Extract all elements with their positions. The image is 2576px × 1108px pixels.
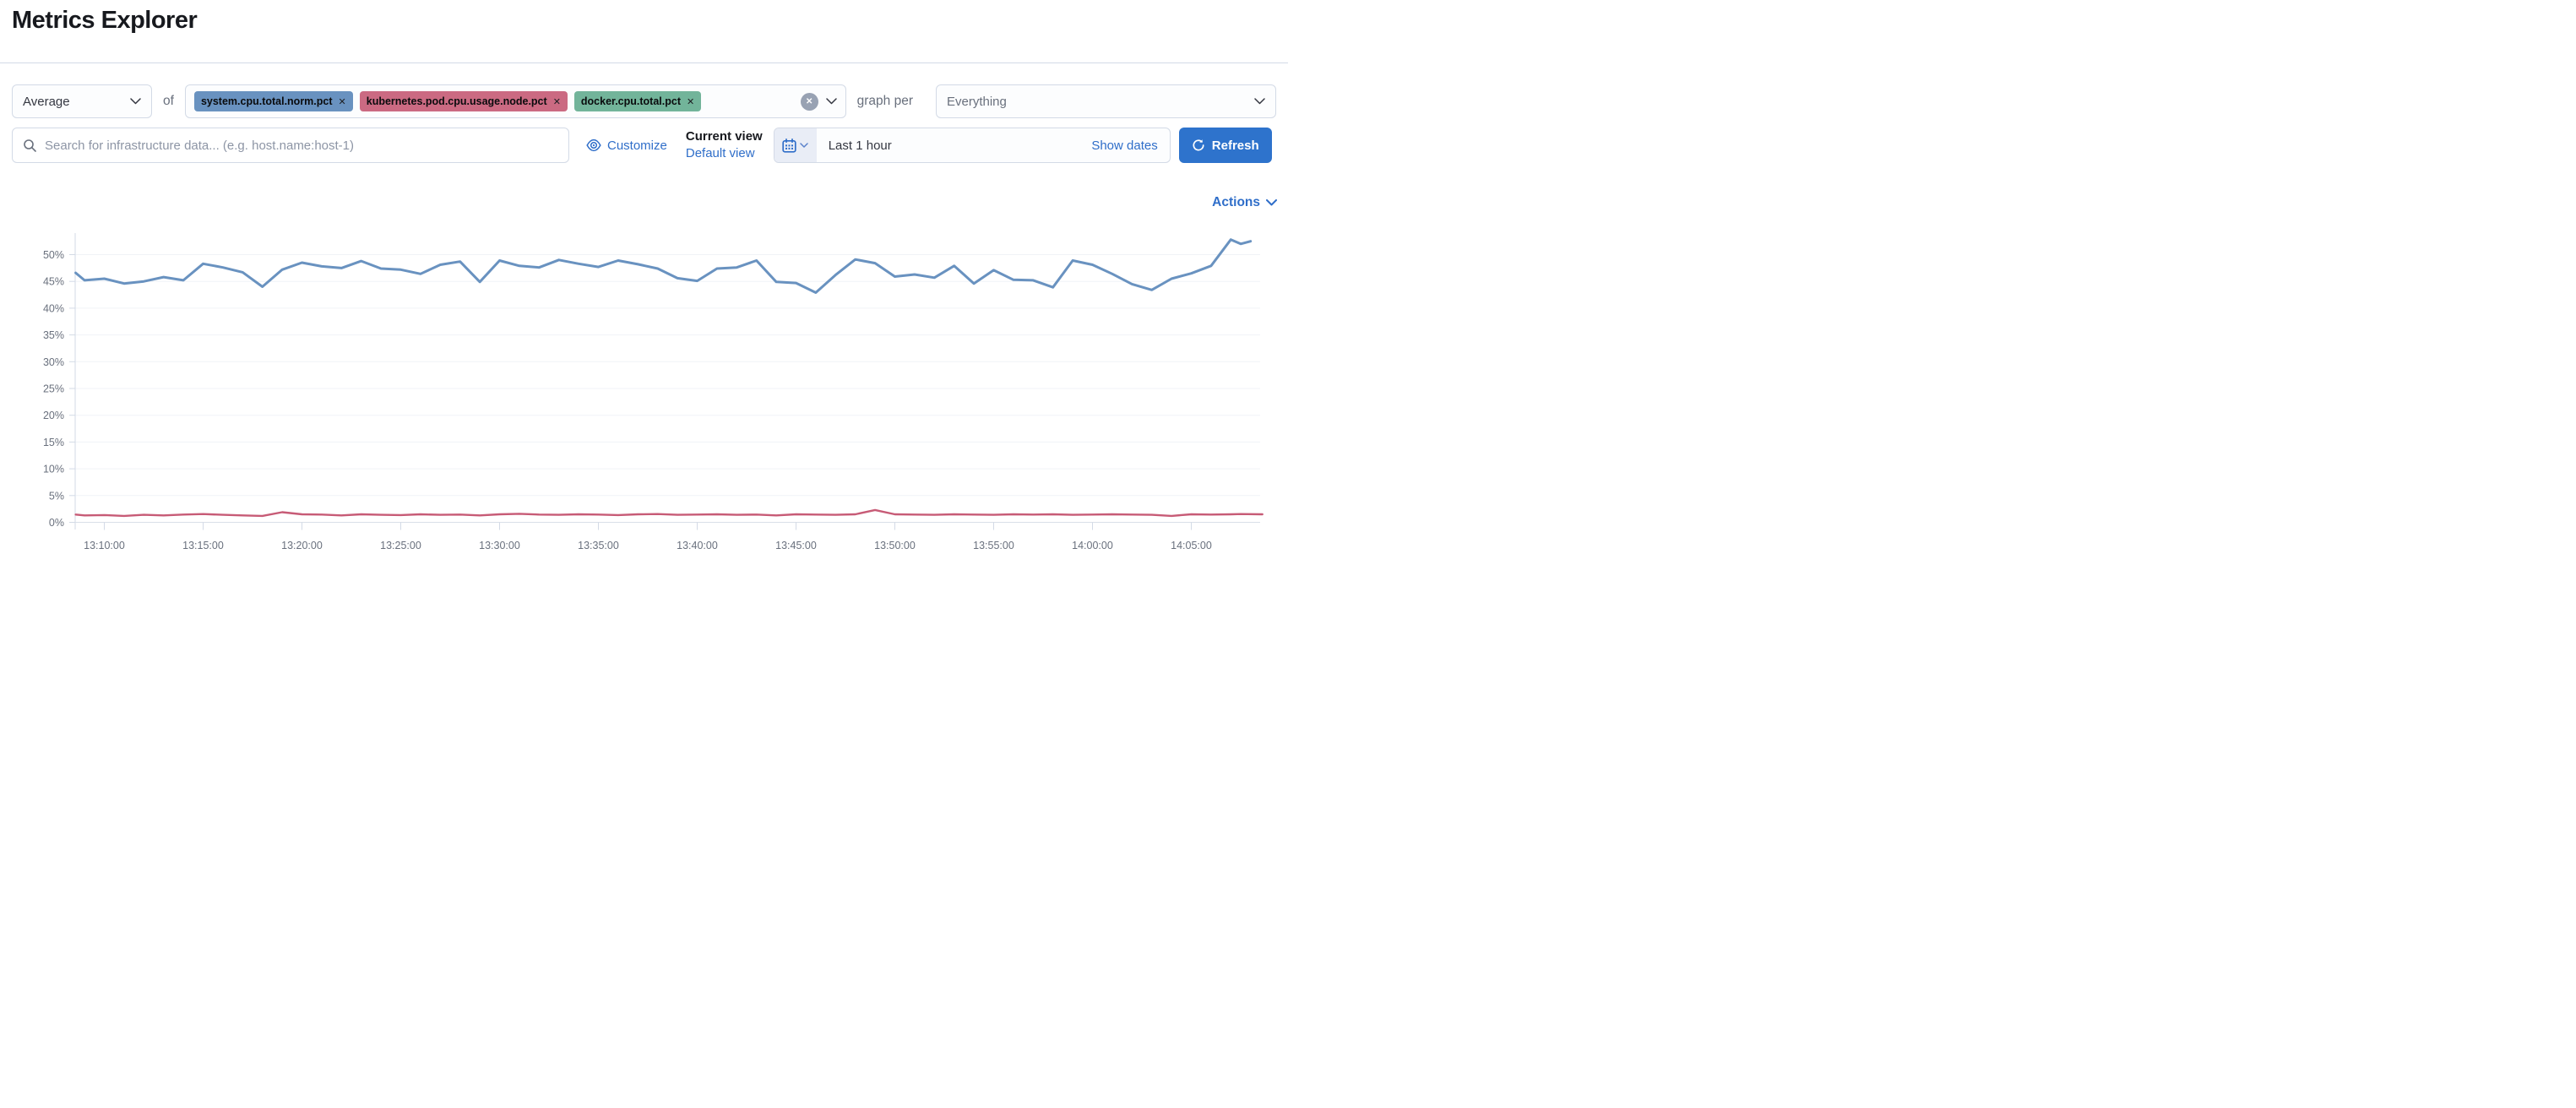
y-axis-tick-label: 35% (43, 329, 64, 341)
remove-metric-icon[interactable]: ✕ (338, 96, 346, 107)
header-divider (0, 62, 1288, 63)
x-axis-tick-label: 13:20:00 (281, 540, 323, 551)
customize-label: Customize (607, 138, 667, 153)
remove-metric-icon[interactable]: ✕ (552, 96, 561, 107)
x-axis-tick-label: 14:05:00 (1171, 540, 1212, 551)
chevron-down-icon (1266, 199, 1277, 206)
aggregation-value: Average (23, 94, 70, 109)
show-dates-button[interactable]: Show dates (1091, 138, 1158, 153)
actions-label: Actions (1212, 195, 1260, 209)
page-title: Metrics Explorer (12, 7, 198, 34)
calendar-icon (782, 138, 796, 153)
x-axis-tick-label: 13:25:00 (380, 540, 421, 551)
group-by-value: Everything (947, 94, 1007, 109)
eye-icon (586, 138, 601, 153)
graph-per-label: graph per (856, 94, 913, 108)
y-axis-tick-label: 10% (43, 464, 64, 475)
y-axis-tick-label: 30% (43, 356, 64, 368)
y-axis-tick-label: 40% (43, 302, 64, 314)
x-axis-tick-label: 13:30:00 (479, 540, 520, 551)
x-axis-tick-label: 13:45:00 (775, 540, 817, 551)
search-field[interactable] (12, 128, 569, 163)
refresh-button[interactable]: Refresh (1178, 128, 1272, 163)
metric-badge-label: kubernetes.pod.cpu.usage.node.pct (366, 95, 547, 107)
chevron-down-icon (800, 143, 808, 148)
chevron-down-icon (1254, 98, 1265, 105)
remove-metric-icon[interactable]: ✕ (687, 96, 695, 107)
y-axis-tick-label: 15% (43, 437, 64, 448)
search-toolbar: Customize Current view Default view (12, 128, 1276, 163)
y-axis-tick-label: 50% (43, 249, 64, 261)
chevron-down-icon (130, 98, 141, 105)
of-label: of (163, 94, 174, 108)
metric-badge-label: system.cpu.total.norm.pct (200, 95, 333, 107)
view-switcher: Current view Default view (686, 128, 763, 162)
group-by-select[interactable]: Everything (936, 84, 1276, 118)
metrics-chart[interactable]: 0% 5% 10% 15% 20% 25% 30% 35% 40% 45% 50% 13:10:00 1… (12, 228, 1276, 554)
metric-badge[interactable]: docker.cpu.total.pct ✕ (573, 91, 702, 111)
time-range-value[interactable]: Last 1 hour (828, 138, 892, 153)
series-line (74, 238, 1253, 294)
x-axis-tick-label: 13:35:00 (578, 540, 619, 551)
refresh-label: Refresh (1211, 138, 1259, 153)
y-axis-tick-label: 20% (43, 410, 64, 421)
search-icon (23, 138, 37, 153)
y-axis-tick-label: 45% (43, 276, 64, 288)
x-axis-tick-label: 14:00:00 (1072, 540, 1113, 551)
chevron-down-icon[interactable] (825, 98, 837, 105)
metric-badge[interactable]: kubernetes.pod.cpu.usage.node.pct ✕ (359, 91, 568, 111)
x-axis-tick-label: 13:50:00 (874, 540, 916, 551)
x-axis-tick-label: 13:15:00 (182, 540, 224, 551)
series-line (74, 508, 1264, 518)
y-axis-tick-label: 25% (43, 383, 64, 395)
aggregation-select[interactable]: Average (12, 84, 152, 118)
metric-badge[interactable]: system.cpu.total.norm.pct ✕ (193, 91, 353, 111)
chart-actions-menu[interactable]: Actions (1212, 195, 1277, 210)
metric-badge-label: docker.cpu.total.pct (580, 95, 681, 107)
quick-select-button[interactable] (774, 128, 817, 162)
x-axis-tick-label: 13:10:00 (84, 540, 125, 551)
metrics-combobox[interactable]: system.cpu.total.norm.pct ✕ kubernetes.pod… (184, 84, 846, 118)
y-axis-tick-label: 0% (49, 517, 64, 529)
metric-toolbar: Average of system.cpu.total.norm.pct ✕ kub… (12, 84, 1276, 118)
x-axis-tick-label: 13:40:00 (677, 540, 718, 551)
clear-metrics-button[interactable]: ✕ (800, 92, 818, 111)
customize-button[interactable]: Customize (586, 138, 667, 153)
current-view-label: Current view (685, 129, 763, 144)
metrics-chart-canvas[interactable]: 0% 5% 10% 15% 20% 25% 30% 35% 40% 45% 50% 13:10:00 1… (12, 228, 1276, 554)
default-view-link[interactable]: Default view (685, 146, 755, 160)
metric-badge-list: system.cpu.total.norm.pct ✕ kubernetes.pod… (193, 91, 801, 111)
x-axis-tick-label: 13:55:00 (973, 540, 1014, 551)
y-axis-tick-label: 5% (49, 490, 64, 502)
search-input[interactable] (45, 138, 558, 153)
refresh-icon (1192, 138, 1205, 152)
time-range-picker: Last 1 hour Show dates (773, 128, 1171, 163)
